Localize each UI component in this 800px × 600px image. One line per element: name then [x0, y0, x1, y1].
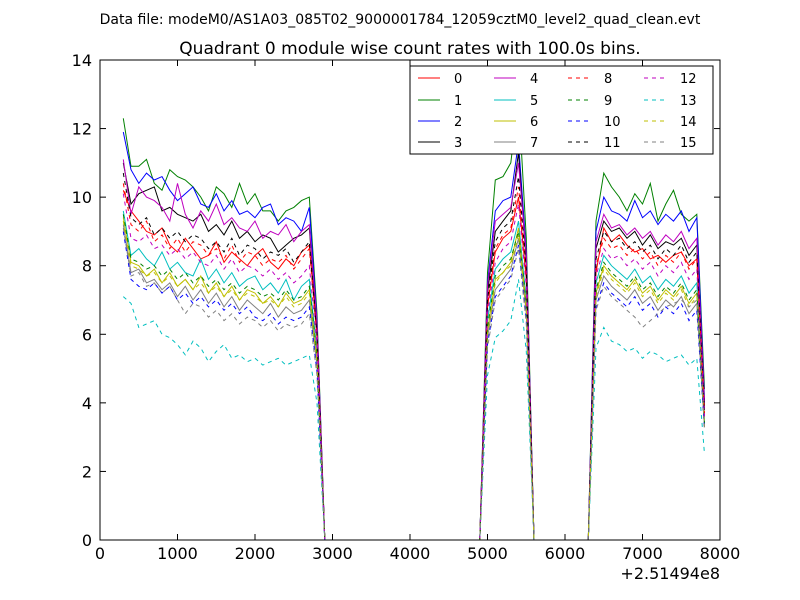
series-line-5 — [122, 210, 705, 540]
x-tick-label: 6000 — [545, 544, 586, 563]
legend-label-11: 11 — [604, 136, 621, 151]
series-line-1 — [122, 97, 705, 540]
series-line-9 — [122, 214, 705, 540]
series-line-0 — [122, 190, 705, 540]
y-tick-label: 6 — [82, 325, 92, 344]
legend-label-0: 0 — [454, 72, 462, 87]
series-line-3 — [122, 152, 705, 540]
y-tick-label: 8 — [82, 257, 92, 276]
y-tick-label: 2 — [82, 462, 92, 481]
chart-title: Quadrant 0 module wise count rates with … — [179, 39, 640, 59]
series-line-6 — [122, 217, 705, 540]
legend-box — [409, 65, 714, 155]
series-line-4 — [122, 159, 705, 540]
legend-label-15: 15 — [680, 136, 697, 151]
x-offset-label: +2.51494e8 — [620, 564, 720, 583]
plot-frame — [99, 59, 721, 541]
series-line-13 — [122, 279, 705, 540]
series-line-14 — [122, 221, 705, 540]
legend-label-10: 10 — [604, 115, 621, 130]
legend-label-2: 2 — [454, 115, 462, 130]
y-tick-label: 4 — [82, 394, 92, 413]
x-tick-label: 3000 — [312, 544, 353, 563]
legend-label-5: 5 — [530, 94, 538, 109]
y-tick-label: 14 — [72, 51, 92, 70]
series-layer — [122, 97, 705, 540]
legend-label-9: 9 — [604, 94, 612, 109]
x-tick-label: 5000 — [467, 544, 508, 563]
legend-label-8: 8 — [604, 72, 612, 87]
series-line-15 — [122, 227, 705, 540]
legend-label-1: 1 — [454, 94, 462, 109]
series-line-7 — [122, 224, 705, 540]
series-line-10 — [122, 231, 705, 540]
legend-label-6: 6 — [530, 115, 538, 130]
series-line-11 — [122, 173, 705, 540]
series-line-8 — [122, 183, 705, 540]
axis-ticks: 0 1000 2000 3000 4000 5000 6000 7000 80000246810… — [72, 51, 741, 563]
y-tick-label: 10 — [72, 188, 92, 207]
series-line-2 — [122, 131, 705, 540]
legend-label-13: 13 — [680, 94, 697, 109]
y-tick-label: 0 — [82, 531, 92, 550]
x-tick-label: 2000 — [235, 544, 276, 563]
legend-label-4: 4 — [530, 72, 538, 87]
series-line-12 — [122, 193, 705, 540]
x-tick-label: 8000 — [700, 544, 741, 563]
legend-label-7: 7 — [530, 136, 538, 151]
legend-label-14: 14 — [680, 115, 697, 130]
chart-suptitle: Data file: modeM0/AS1A03_085T02_90000017… — [100, 12, 701, 28]
x-tick-label: 7000 — [622, 544, 663, 563]
legend-label-3: 3 — [454, 136, 462, 151]
x-tick-label: 1000 — [157, 544, 198, 563]
y-tick-label: 12 — [72, 120, 92, 139]
x-tick-label: 4000 — [390, 544, 431, 563]
x-tick-label: 0 — [95, 544, 105, 563]
legend-label-12: 12 — [680, 72, 697, 87]
